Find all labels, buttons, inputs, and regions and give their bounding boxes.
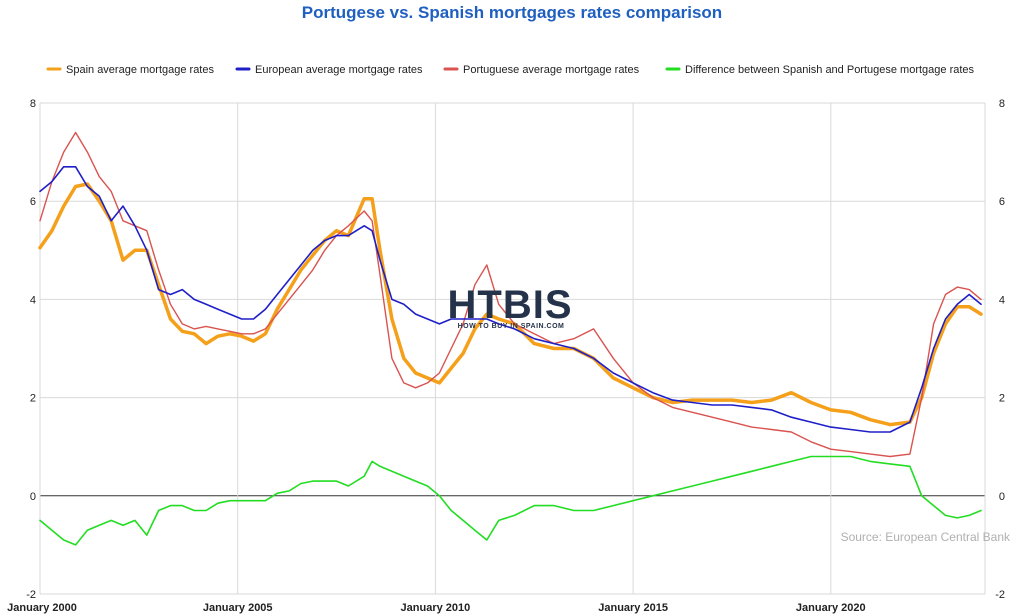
htbis-logo: HTBIS HOW TO BUY IN SPAIN.COM xyxy=(448,283,573,330)
y-tick-label-right: 2 xyxy=(999,393,1005,405)
y-tick-label: 6 xyxy=(30,196,36,208)
y-axis-right: -2 0 2 4 6 8 xyxy=(995,98,1005,601)
x-axis: January 2000 January 2005 January 2010 Janu… xyxy=(7,602,866,614)
source-note: Source: European Central Bank xyxy=(841,530,1011,544)
series-line-4 xyxy=(39,455,982,546)
chart-grid xyxy=(39,102,986,595)
y-tick-label-right: -2 xyxy=(995,589,1005,601)
x-tick-label: January 2000 xyxy=(7,602,77,614)
legend-label: Difference between Spanish and Portugese… xyxy=(685,64,975,76)
series-layer xyxy=(38,131,983,546)
y-tick-label: -2 xyxy=(26,589,36,601)
chart-legend: Spain average mortgage rates European ave… xyxy=(46,64,975,76)
y-tick-label-right: 8 xyxy=(999,98,1005,110)
x-tick-label: January 2015 xyxy=(598,602,668,614)
x-tick-label: January 2020 xyxy=(796,602,866,614)
legend-label: Portuguese average mortgage rates xyxy=(463,64,640,76)
series-line-3 xyxy=(39,131,982,458)
x-tick-label: January 2010 xyxy=(401,602,471,614)
logo-text: HTBIS xyxy=(448,283,573,327)
legend-label: Spain average mortgage rates xyxy=(66,64,214,76)
y-tick-label: 4 xyxy=(30,294,36,306)
legend-label: European average mortgage rates xyxy=(255,64,423,76)
y-tick-label: 2 xyxy=(30,393,36,405)
series-line-1 xyxy=(38,182,983,427)
y-tick-label-right: 0 xyxy=(999,491,1005,503)
y-axis-left: -2 0 2 4 6 8 xyxy=(26,98,36,601)
chart-title: Portugese vs. Spanish mortgages rates co… xyxy=(301,3,723,22)
y-tick-label: 0 xyxy=(30,491,36,503)
y-tick-label: 8 xyxy=(30,98,36,110)
y-tick-label-right: 4 xyxy=(999,294,1005,306)
series-line-2 xyxy=(39,166,982,433)
logo-tagline: HOW TO BUY IN SPAIN.COM xyxy=(458,323,565,330)
y-tick-label-right: 6 xyxy=(999,196,1005,208)
x-tick-label: January 2005 xyxy=(203,602,273,614)
